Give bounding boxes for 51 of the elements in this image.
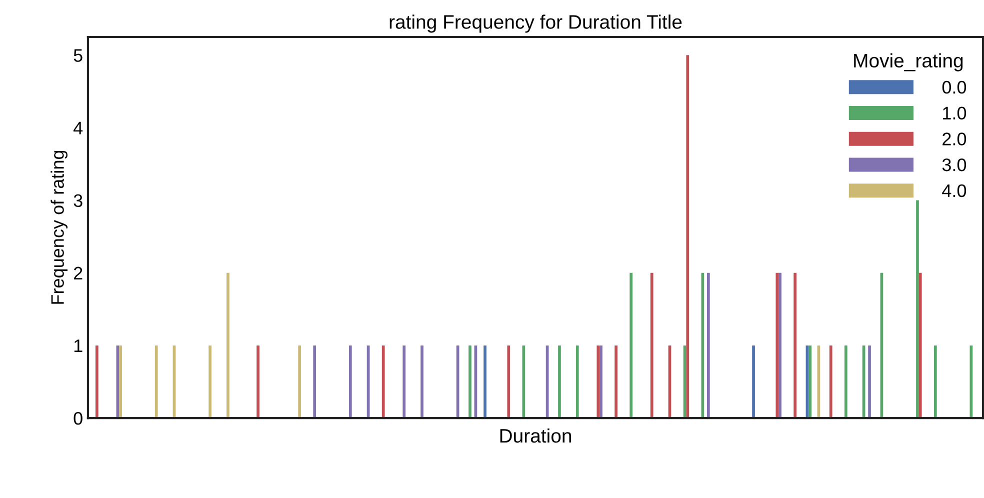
legend-label: 3.0: [942, 158, 966, 172]
y-tick-label: 2: [74, 266, 82, 280]
bar: [600, 345, 602, 418]
bar: [916, 200, 919, 418]
bar: [348, 345, 352, 418]
chart-title: rating Frequency for Duration Title: [390, 14, 682, 33]
legend-title: Movie_rating: [854, 53, 963, 72]
y-tick-label: 3: [74, 194, 82, 208]
y-tick-label: 1: [74, 340, 82, 352]
bar: [630, 272, 633, 418]
bar: [778, 272, 782, 418]
bar: [298, 345, 301, 418]
bar: [154, 345, 158, 418]
y-tick-label: 5: [74, 49, 82, 62]
bar: [844, 345, 848, 418]
bar: [402, 345, 406, 418]
bar: [706, 272, 710, 418]
bar: [934, 345, 937, 418]
bar: [829, 345, 832, 418]
y-axis-title: Frequency of rating: [50, 150, 68, 304]
legend-label: 0.0: [942, 80, 966, 94]
bar: [868, 345, 871, 418]
bar: [558, 345, 561, 418]
bar: [794, 272, 796, 418]
bar: [119, 345, 122, 418]
bar: [382, 345, 385, 418]
bar: [650, 272, 654, 418]
bar: [596, 345, 600, 418]
bar: [420, 345, 424, 418]
bar: [95, 345, 98, 418]
bar: [686, 55, 690, 418]
legend-label: 1.0: [943, 106, 966, 120]
bar: [752, 345, 755, 418]
bar: [484, 345, 486, 418]
bar: [226, 272, 230, 418]
bar: [576, 345, 579, 418]
bar: [808, 345, 812, 418]
bar: [614, 345, 618, 418]
bar: [313, 345, 316, 418]
bar: [468, 345, 472, 418]
y-tick-label: 4: [73, 122, 83, 134]
bar: [522, 345, 526, 418]
bar: [256, 345, 260, 418]
y-tick-label: 0: [74, 412, 82, 425]
legend-label: 4.0: [942, 184, 966, 198]
bar: [507, 345, 510, 418]
x-axis-title: Duration: [500, 428, 571, 443]
bar: [208, 345, 212, 418]
bar: [918, 272, 922, 418]
legend-label: 2.0: [942, 132, 966, 146]
bar: [776, 272, 779, 418]
